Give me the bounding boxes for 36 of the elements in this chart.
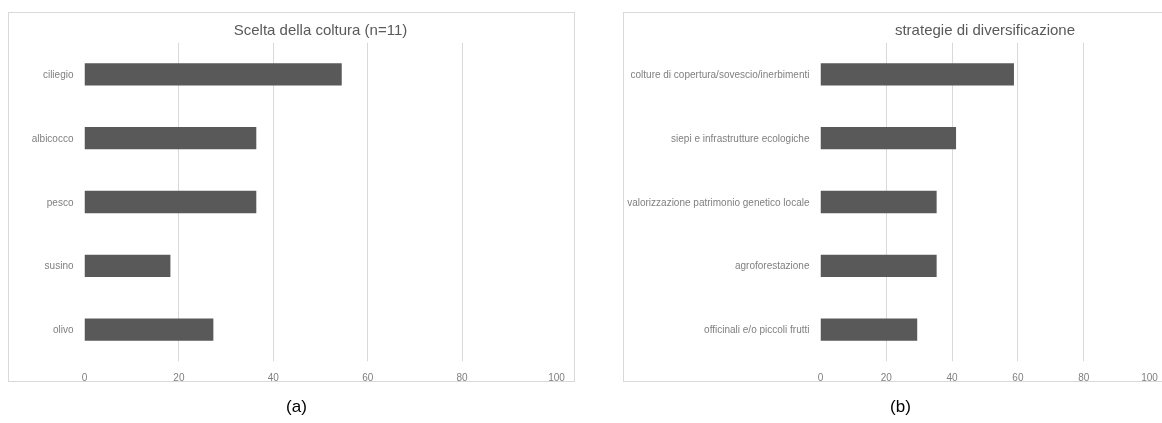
x-tick-label: 100 [1141,371,1159,383]
x-tick-label: 20 [880,371,893,383]
bar [820,190,937,214]
bar [820,318,918,341]
bar [84,190,257,214]
bar [820,127,957,150]
y-tick-label: ciliegio [42,68,74,80]
y-tick-label: olivo [52,324,74,336]
x-tick-label: 100 [548,371,566,383]
x-tick-label: 40 [946,371,959,383]
text: (a) [286,396,307,418]
y-tick-label: albicocco [31,132,74,144]
bar [84,127,257,150]
y-tick-label: pesco [46,196,74,208]
bar [84,63,342,86]
y-tick-label: officinali e/o piccoli frutti [704,324,810,336]
x-tick-label: 40 [267,371,280,383]
bar [820,254,937,277]
bar [84,254,171,277]
x-tick-label: 80 [456,371,469,383]
text: (b) [890,396,911,418]
x-tick-label: 20 [173,371,185,383]
y-tick-label: agroforestazione [735,260,810,272]
chart-title: Scelta della coltura (n=11) [233,20,408,38]
bar [84,318,214,341]
chart-title: strategie di diversificazione [894,20,1076,38]
x-tick-label: 60 [1012,371,1024,383]
x-tick-label: 60 [362,371,374,383]
x-tick-label: 80 [1078,371,1090,383]
x-tick-label: 0 [81,371,88,383]
y-tick-label: colture di copertura/sovescio/inerbimenti [630,68,810,80]
y-tick-label: valorizzazione patrimonio genetico locale [627,196,810,208]
y-tick-label: susino [44,260,74,272]
y-tick-label: siepi e infrastrutture ecologiche [671,132,810,144]
x-tick-label: 0 [817,371,824,383]
bar [820,63,1014,86]
